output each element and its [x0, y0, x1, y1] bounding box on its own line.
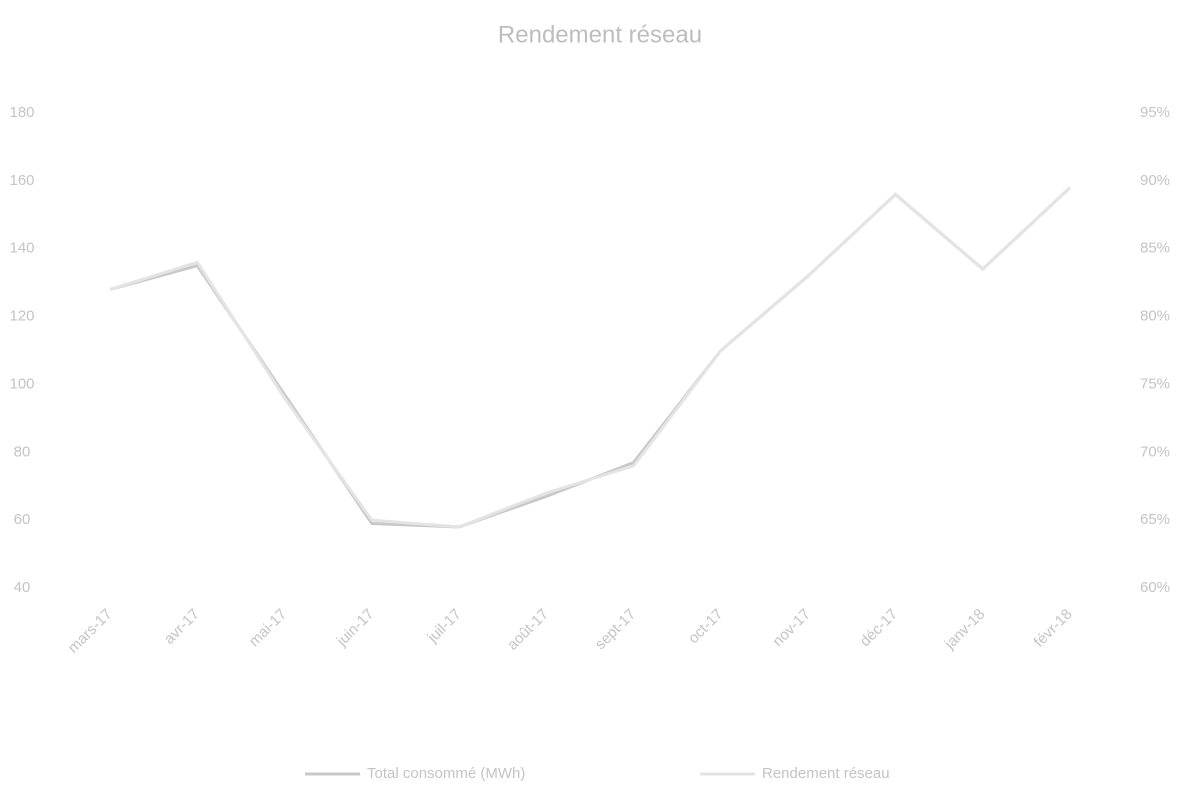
legend-label: Total consommé (MWh): [367, 765, 525, 782]
y2-tick-label: 90%: [1140, 172, 1170, 189]
y2-tick-label: 80%: [1140, 308, 1170, 325]
series-line: [109, 186, 1072, 529]
x-tick-label: déc-17: [857, 606, 901, 650]
y-tick-label: 80: [14, 443, 31, 460]
y2-tick-label: 85%: [1140, 240, 1170, 257]
y2-tick-label: 75%: [1140, 375, 1170, 392]
chart-title: Rendement réseau: [498, 21, 702, 48]
x-tick-label: juin-17: [333, 606, 378, 651]
x-tick-label: juil-17: [424, 606, 465, 647]
legend-label: Rendement réseau: [762, 765, 890, 782]
y2-tick-label: 95%: [1140, 104, 1170, 121]
y-tick-label: 160: [9, 172, 34, 189]
y2-tick-label: 65%: [1140, 511, 1170, 528]
y-tick-label: 180: [9, 104, 34, 121]
x-tick-label: oct-17: [685, 606, 727, 648]
y-tick-label: 100: [9, 375, 34, 392]
x-tick-label: avr-17: [161, 606, 203, 648]
x-tick-label: août-17: [504, 606, 552, 654]
y2-tick-label: 60%: [1140, 579, 1170, 596]
x-tick-label: mars-17: [65, 606, 116, 657]
y2-tick-label: 70%: [1140, 443, 1170, 460]
x-tick-label: nov-17: [769, 606, 813, 650]
x-tick-label: févr-18: [1031, 606, 1076, 651]
x-tick-label: mai-17: [246, 606, 290, 650]
y-tick-label: 140: [9, 240, 34, 257]
series-line: [109, 186, 1072, 529]
x-tick-label: janv-18: [941, 606, 989, 654]
y-tick-label: 40: [14, 579, 31, 596]
y-tick-label: 120: [9, 308, 34, 325]
y-tick-label: 60: [14, 511, 31, 528]
x-tick-label: sept-17: [592, 606, 639, 653]
